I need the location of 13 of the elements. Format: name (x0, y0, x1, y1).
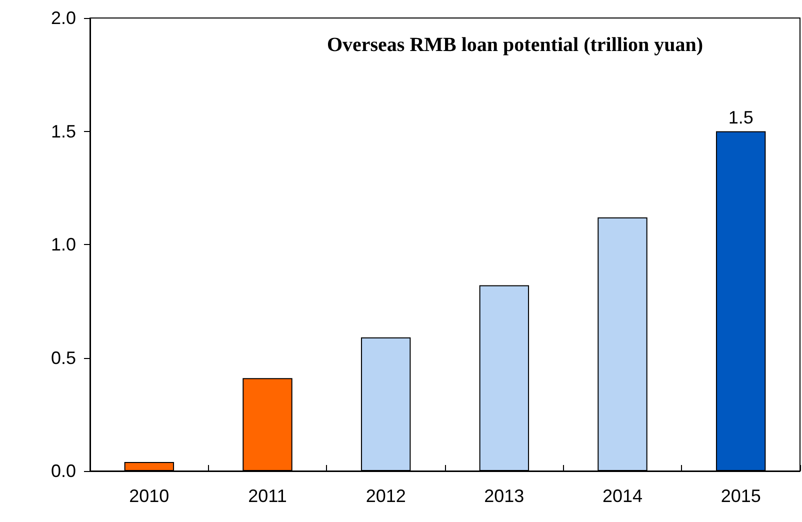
x-tick-label: 2015 (720, 486, 761, 506)
y-tick-label: 1.0 (50, 234, 76, 254)
data-label: 1.5 (728, 107, 754, 128)
y-tick-label: 1.5 (50, 121, 76, 142)
y-tick-label: 2.0 (50, 8, 76, 28)
x-tick-label: 2011 (248, 486, 287, 506)
y-tick-label: 0.5 (50, 348, 76, 368)
x-tick-label: 2010 (129, 486, 170, 506)
x-tick-label: 2014 (602, 486, 643, 506)
x-tick-label: 2012 (366, 486, 406, 506)
x-tick-label: 2013 (484, 486, 524, 506)
text: Overseas RMB loan potential (trillion yuan) (326, 34, 704, 56)
y-tick-label: 0.0 (50, 461, 76, 481)
